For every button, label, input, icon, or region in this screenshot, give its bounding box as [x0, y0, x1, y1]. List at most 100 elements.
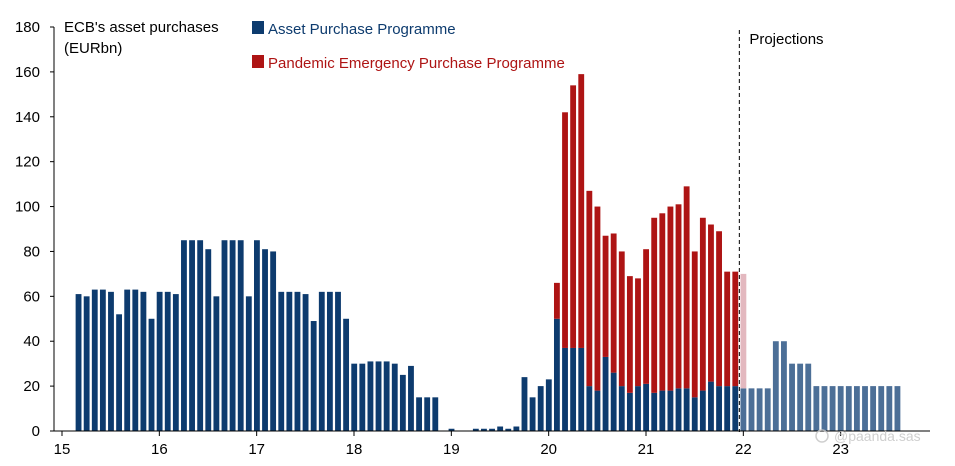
chart-title-line-1: ECB's asset purchases [64, 19, 219, 36]
bar-app [164, 291, 171, 431]
bar-app [537, 386, 544, 431]
bar-app-projection [813, 386, 820, 431]
bar-app-projection [870, 386, 877, 431]
y-tick-label: 60 [23, 288, 40, 305]
y-tick-label: 80 [23, 243, 40, 260]
bar-app [626, 392, 633, 431]
bar-app [618, 386, 625, 431]
bar-pepp [683, 186, 690, 389]
bar-pepp [602, 235, 609, 357]
bar-app [513, 426, 520, 431]
bar-pepp-projection [740, 273, 747, 389]
watermark-icon [815, 429, 829, 443]
bar-pepp [594, 206, 601, 391]
bar-pepp [618, 251, 625, 387]
legend-swatch-app [252, 21, 264, 34]
bar-app-projection [789, 363, 795, 431]
bar-app [586, 386, 593, 431]
bar-app [286, 291, 293, 431]
bar-app [708, 381, 714, 431]
chart-title-line-2: (EURbn) [64, 40, 122, 57]
x-tick-label: 19 [443, 441, 460, 458]
bar-app [172, 294, 179, 431]
bar-app [651, 392, 658, 431]
bar-app [213, 296, 220, 431]
axes: 0 20 40 60 80 100 120 140 160 180 15 16 17 18 19 20 21 22… [15, 19, 930, 458]
bar-pepp [562, 112, 568, 348]
bar-app [497, 426, 504, 431]
bar-app [181, 240, 187, 431]
bar-app [359, 363, 366, 431]
bar-pepp [732, 271, 739, 387]
bar-pepp [610, 233, 617, 373]
bar-app [448, 428, 455, 431]
bar-app [424, 397, 431, 431]
bar-pepp [578, 74, 585, 348]
legend: Asset Purchase Programme Pandemic Emerge… [252, 21, 565, 72]
legend-label-app: Asset Purchase Programme [268, 21, 456, 38]
bar-app [310, 321, 317, 431]
bar-pepp [691, 251, 698, 398]
bar-app [399, 374, 406, 431]
bar-app [594, 390, 601, 431]
bar-app [732, 386, 739, 431]
bar-app [553, 318, 560, 431]
bar-app [683, 388, 690, 431]
y-tick-label: 100 [15, 199, 40, 216]
bar-pepp [675, 204, 682, 389]
bar-app-projection [821, 386, 828, 431]
bar-app [570, 347, 577, 431]
bar-app [659, 390, 666, 431]
bar-app [505, 428, 512, 431]
bar-app [229, 240, 236, 431]
bar-app-projection [886, 386, 893, 431]
bar-pepp [724, 271, 731, 387]
bar-app-projection [740, 388, 747, 431]
x-tick-label: 15 [54, 441, 71, 458]
bar-pepp [643, 249, 650, 384]
watermark: @paanda.sas [815, 428, 921, 444]
bar-app [245, 296, 252, 431]
legend-label-pepp: Pandemic Emergency Purchase Programme [268, 55, 565, 72]
bar-app [472, 428, 479, 431]
bar-pepp [667, 206, 674, 391]
bar-app [416, 397, 422, 431]
bar-app [375, 361, 382, 431]
x-tick-label: 23 [832, 441, 849, 458]
bar-pepp [716, 231, 722, 387]
y-tick-label: 0 [32, 423, 40, 440]
bar-pepp [626, 276, 633, 393]
bar-app [408, 365, 414, 431]
bar-app [562, 347, 568, 431]
bar-app [108, 291, 114, 431]
bar-app [205, 249, 212, 431]
bar-app [667, 390, 674, 431]
bar-app [148, 318, 155, 431]
x-tick-label: 21 [638, 441, 655, 458]
bar-app [699, 390, 706, 431]
bar-app-projection [878, 386, 885, 431]
bar-app [91, 289, 98, 431]
bar-app-projection [862, 386, 868, 431]
bar-app [83, 296, 90, 431]
bars [75, 74, 901, 431]
bar-app [270, 251, 277, 431]
bar-app-projection [756, 388, 763, 431]
bar-app [237, 240, 244, 431]
x-tick-label: 16 [151, 441, 168, 458]
bar-app [610, 372, 617, 431]
y-tick-label: 40 [23, 333, 40, 350]
bar-app [99, 289, 106, 431]
bar-app [75, 294, 82, 431]
bar-app [343, 318, 350, 431]
bar-pepp [553, 282, 560, 319]
bar-app-projection [805, 363, 812, 431]
bar-pepp [651, 217, 658, 393]
y-tick-label: 180 [15, 19, 40, 36]
bar-app-projection [894, 386, 901, 431]
bar-app [529, 397, 536, 431]
bar-app [318, 291, 325, 431]
bar-app [643, 383, 650, 431]
bar-app-projection [781, 341, 787, 431]
bar-pepp [570, 85, 577, 348]
